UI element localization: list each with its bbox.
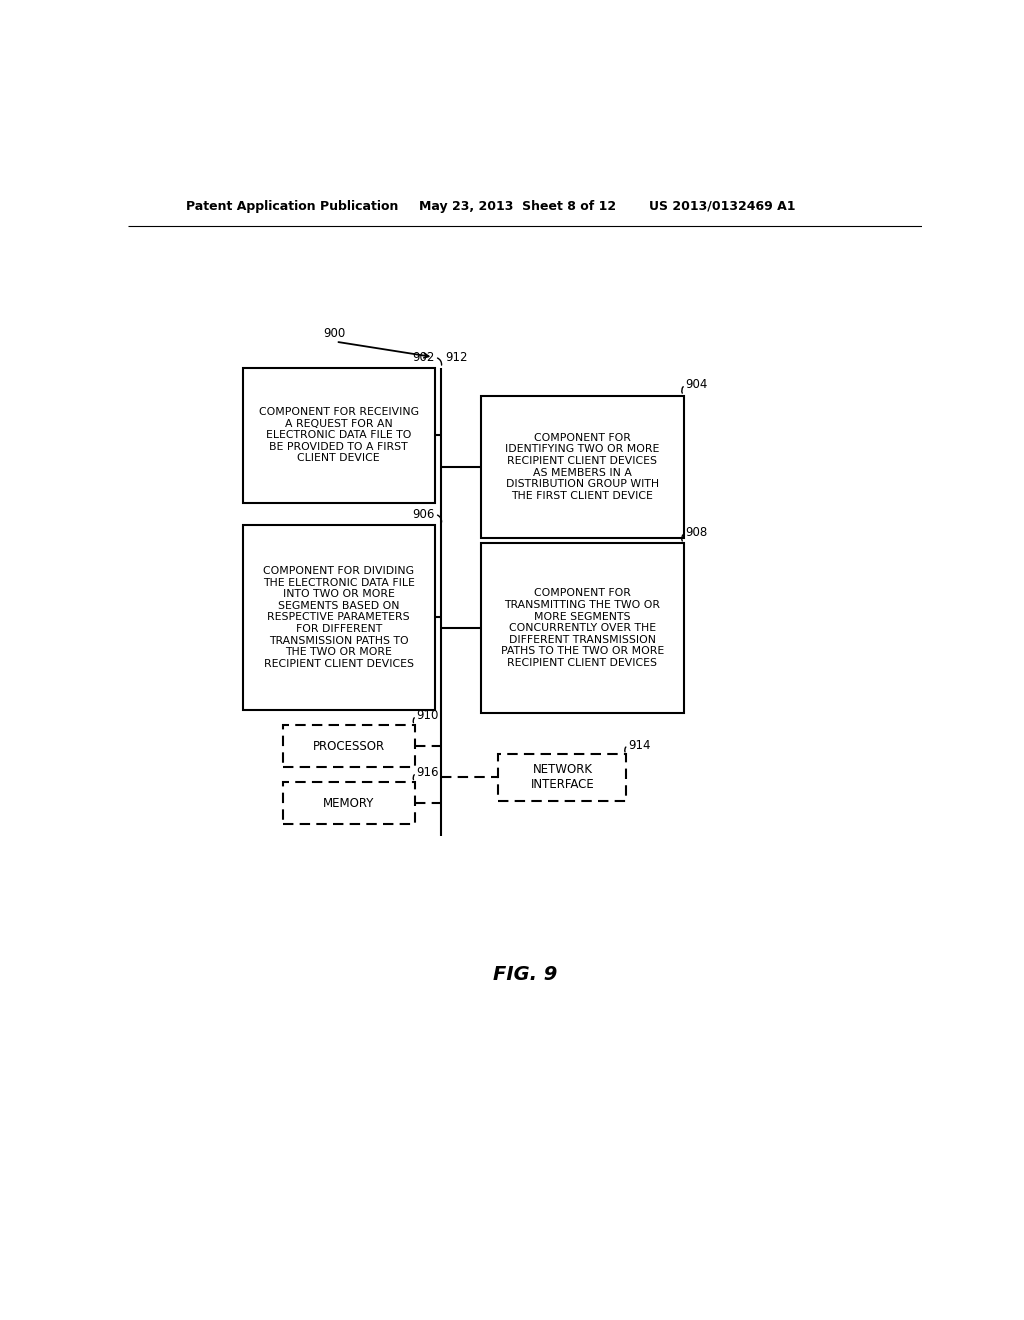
Text: 916: 916 [417, 767, 439, 779]
Bar [283, 781, 415, 825]
Bar [480, 544, 684, 713]
Text: 902: 902 [413, 351, 435, 363]
Text: May 23, 2013  Sheet 8 of 12: May 23, 2013 Sheet 8 of 12 [419, 199, 615, 213]
Text: 906: 906 [413, 508, 435, 520]
Text: 912: 912 [445, 351, 468, 363]
Text: 904: 904 [685, 379, 708, 391]
Text: COMPONENT FOR
TRANSMITTING THE TWO OR
MORE SEGMENTS
CONCURRENTLY OVER THE
DIFFER: COMPONENT FOR TRANSMITTING THE TWO OR MO… [501, 589, 664, 668]
Text: 914: 914 [628, 739, 650, 751]
Text: PROCESSOR: PROCESSOR [312, 739, 385, 752]
Text: COMPONENT FOR RECEIVING
A REQUEST FOR AN
ELECTRONIC DATA FILE TO
BE PROVIDED TO : COMPONENT FOR RECEIVING A REQUEST FOR AN… [259, 407, 419, 463]
Text: 910: 910 [417, 709, 438, 722]
Text: NETWORK
INTERFACE: NETWORK INTERFACE [530, 763, 594, 792]
Bar [243, 368, 435, 503]
Bar [499, 755, 627, 800]
Text: COMPONENT FOR
IDENTIFYING TWO OR MORE
RECIPIENT CLIENT DEVICES
AS MEMBERS IN A
D: COMPONENT FOR IDENTIFYING TWO OR MORE RE… [505, 433, 659, 500]
Bar [480, 396, 684, 539]
Text: MEMORY: MEMORY [324, 797, 375, 809]
Text: 908: 908 [685, 527, 708, 539]
Bar [283, 725, 415, 767]
Text: FIG. 9: FIG. 9 [493, 965, 557, 985]
Text: COMPONENT FOR DIVIDING
THE ELECTRONIC DATA FILE
INTO TWO OR MORE
SEGMENTS BASED : COMPONENT FOR DIVIDING THE ELECTRONIC DA… [263, 566, 415, 669]
Text: US 2013/0132469 A1: US 2013/0132469 A1 [649, 199, 796, 213]
Text: 900: 900 [324, 327, 345, 341]
Text: Patent Application Publication: Patent Application Publication [186, 199, 398, 213]
Bar [243, 525, 435, 710]
